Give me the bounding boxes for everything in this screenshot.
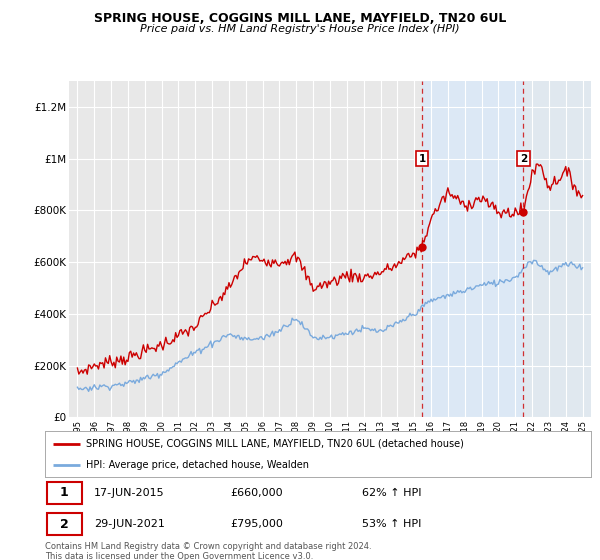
Text: 2: 2	[520, 154, 527, 164]
Text: HPI: Average price, detached house, Wealden: HPI: Average price, detached house, Weal…	[86, 460, 309, 470]
Text: 62% ↑ HPI: 62% ↑ HPI	[362, 488, 421, 498]
Text: Price paid vs. HM Land Registry's House Price Index (HPI): Price paid vs. HM Land Registry's House …	[140, 24, 460, 34]
FancyBboxPatch shape	[47, 514, 82, 535]
Text: 1: 1	[60, 486, 69, 500]
Text: 2: 2	[60, 517, 69, 531]
Text: £795,000: £795,000	[230, 519, 284, 529]
Bar	[422, 81, 523, 417]
Text: 1: 1	[418, 154, 425, 164]
Text: 29-JUN-2021: 29-JUN-2021	[94, 519, 165, 529]
Text: SPRING HOUSE, COGGINS MILL LANE, MAYFIELD, TN20 6UL: SPRING HOUSE, COGGINS MILL LANE, MAYFIEL…	[94, 12, 506, 25]
Text: 53% ↑ HPI: 53% ↑ HPI	[362, 519, 421, 529]
Text: SPRING HOUSE, COGGINS MILL LANE, MAYFIELD, TN20 6UL (detached house): SPRING HOUSE, COGGINS MILL LANE, MAYFIEL…	[86, 438, 464, 449]
Bar	[523, 81, 591, 417]
Text: 17-JUN-2015: 17-JUN-2015	[94, 488, 165, 498]
Text: £660,000: £660,000	[230, 488, 283, 498]
FancyBboxPatch shape	[47, 482, 82, 503]
Text: Contains HM Land Registry data © Crown copyright and database right 2024.
This d: Contains HM Land Registry data © Crown c…	[45, 542, 371, 560]
